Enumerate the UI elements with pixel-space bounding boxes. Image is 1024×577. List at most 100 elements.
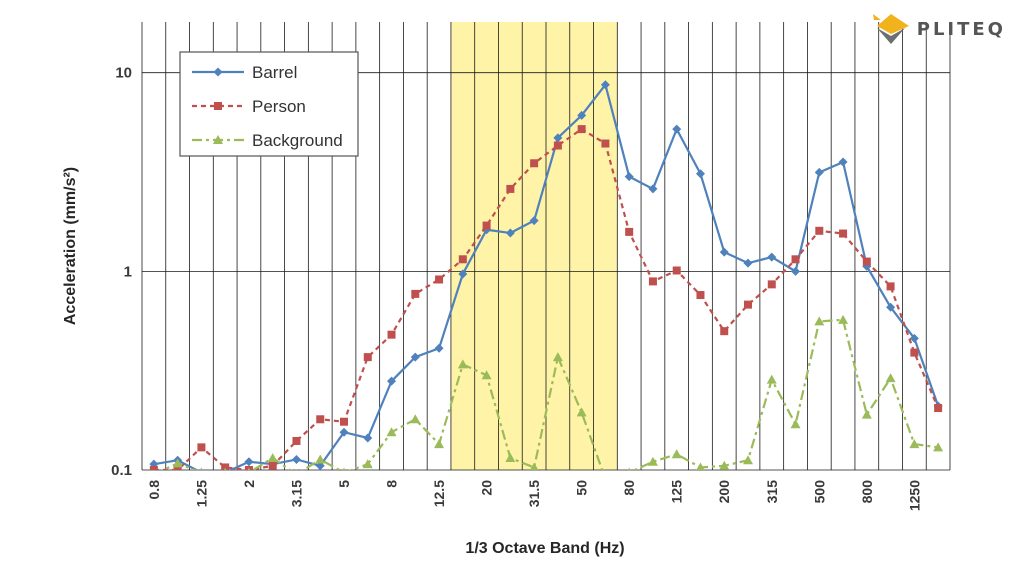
data-point-background [434, 439, 445, 449]
data-point-background [861, 409, 872, 419]
data-point-background [766, 374, 777, 384]
data-point-person [268, 461, 277, 470]
tick-label-layer: 0.1 1 10 0.8 1.25 2 3.15 5 8 12.5 20 31.5 50 80 125 200… [111, 65, 922, 511]
legend-box [179, 51, 359, 157]
data-point-background [267, 452, 278, 462]
data-point-person [411, 289, 420, 298]
x-tick-label: 500 [811, 480, 827, 504]
data-point-background [342, 467, 346, 470]
data-point-person [197, 443, 206, 452]
x-tick-label: 20 [479, 480, 495, 496]
legend-marker-person [214, 102, 222, 110]
data-point-background [909, 439, 920, 449]
data-point-barrel [387, 376, 397, 386]
x-tick-label: 2 [241, 480, 257, 488]
data-point-background [223, 467, 227, 470]
data-point-barrel [743, 258, 753, 268]
data-point-person [791, 255, 800, 264]
data-point-background [600, 474, 610, 483]
data-point-barrel [672, 124, 682, 134]
x-tick-label: 315 [764, 480, 780, 504]
series-line-person [153, 127, 940, 470]
data-point-barrel [695, 169, 705, 179]
highlight-band-layer [450, 22, 618, 470]
data-point-background [814, 316, 825, 326]
data-point-person [530, 159, 539, 168]
data-point-person [149, 466, 158, 470]
data-point-person [815, 226, 824, 235]
data-point-background [790, 419, 801, 429]
data-point-barrel [600, 80, 610, 90]
x-tick-label: 1.25 [193, 480, 209, 507]
data-point-barrel [505, 228, 515, 238]
data-point-barrel [648, 184, 658, 194]
y-tick-label: 10 [115, 65, 132, 82]
data-point-person [910, 348, 919, 357]
data-point-barrel [577, 110, 587, 120]
data-point-background [838, 314, 849, 324]
series-person [149, 125, 943, 470]
data-point-barrel [909, 333, 919, 343]
data-point-person [363, 353, 372, 362]
data-point-barrel [838, 157, 848, 167]
data-point-person [577, 125, 586, 134]
data-point-person [696, 291, 705, 300]
data-point-background [505, 452, 516, 462]
data-point-barrel [315, 461, 325, 470]
data-point-barrel [410, 352, 420, 362]
data-point-background [386, 427, 397, 437]
data-point-background [315, 454, 326, 464]
data-point-person [672, 266, 681, 275]
data-point-person [435, 275, 444, 284]
data-point-background [647, 456, 658, 466]
data-point-person [934, 404, 943, 413]
data-point-person [482, 221, 491, 230]
data-point-person [292, 436, 301, 445]
legend-marker-barrel [213, 67, 223, 77]
data-point-barrel [363, 433, 373, 443]
legend-label-background: Background [252, 131, 343, 150]
x-axis-title: 1/3 Octave Band (Hz) [465, 540, 624, 557]
data-point-background [743, 455, 753, 465]
legend-label-person: Person [252, 97, 306, 116]
y-tick-label: 0.1 [111, 462, 132, 479]
data-point-barrel [291, 454, 301, 464]
series-line-barrel [153, 82, 940, 470]
series-layer [149, 80, 944, 483]
data-point-background [552, 352, 563, 362]
data-point-barrel [339, 427, 349, 437]
y-tick-label: 1 [124, 263, 132, 280]
x-tick-label: 50 [574, 480, 590, 496]
data-point-barrel [886, 302, 896, 312]
data-point-person [506, 184, 515, 193]
data-point-person [886, 282, 895, 291]
data-point-person [839, 229, 848, 238]
data-point-person [221, 463, 230, 470]
data-point-background [671, 449, 682, 459]
data-point-background [153, 469, 155, 470]
data-point-person [648, 277, 657, 286]
data-point-background [362, 459, 373, 469]
data-point-background [247, 467, 251, 470]
highlight-band [450, 22, 618, 470]
data-point-barrel [767, 252, 777, 262]
data-point-person [387, 330, 396, 339]
data-point-person [601, 139, 610, 148]
legend-marker-background [213, 135, 223, 144]
data-point-barrel [244, 457, 254, 467]
x-tick-label: 0.8 [146, 480, 162, 500]
data-point-person [862, 257, 871, 266]
data-point-person [767, 280, 776, 289]
data-point-barrel [624, 172, 634, 182]
data-point-person [316, 415, 325, 424]
data-point-barrel [553, 133, 563, 143]
data-point-background [529, 462, 539, 470]
data-point-background [933, 442, 944, 452]
data-point-barrel [434, 343, 444, 353]
x-tick-label: 1250 [906, 480, 922, 511]
x-tick-label: 3.15 [288, 480, 304, 507]
data-point-barrel [529, 216, 539, 226]
data-point-background [885, 373, 896, 383]
x-tick-label: 800 [859, 480, 875, 504]
